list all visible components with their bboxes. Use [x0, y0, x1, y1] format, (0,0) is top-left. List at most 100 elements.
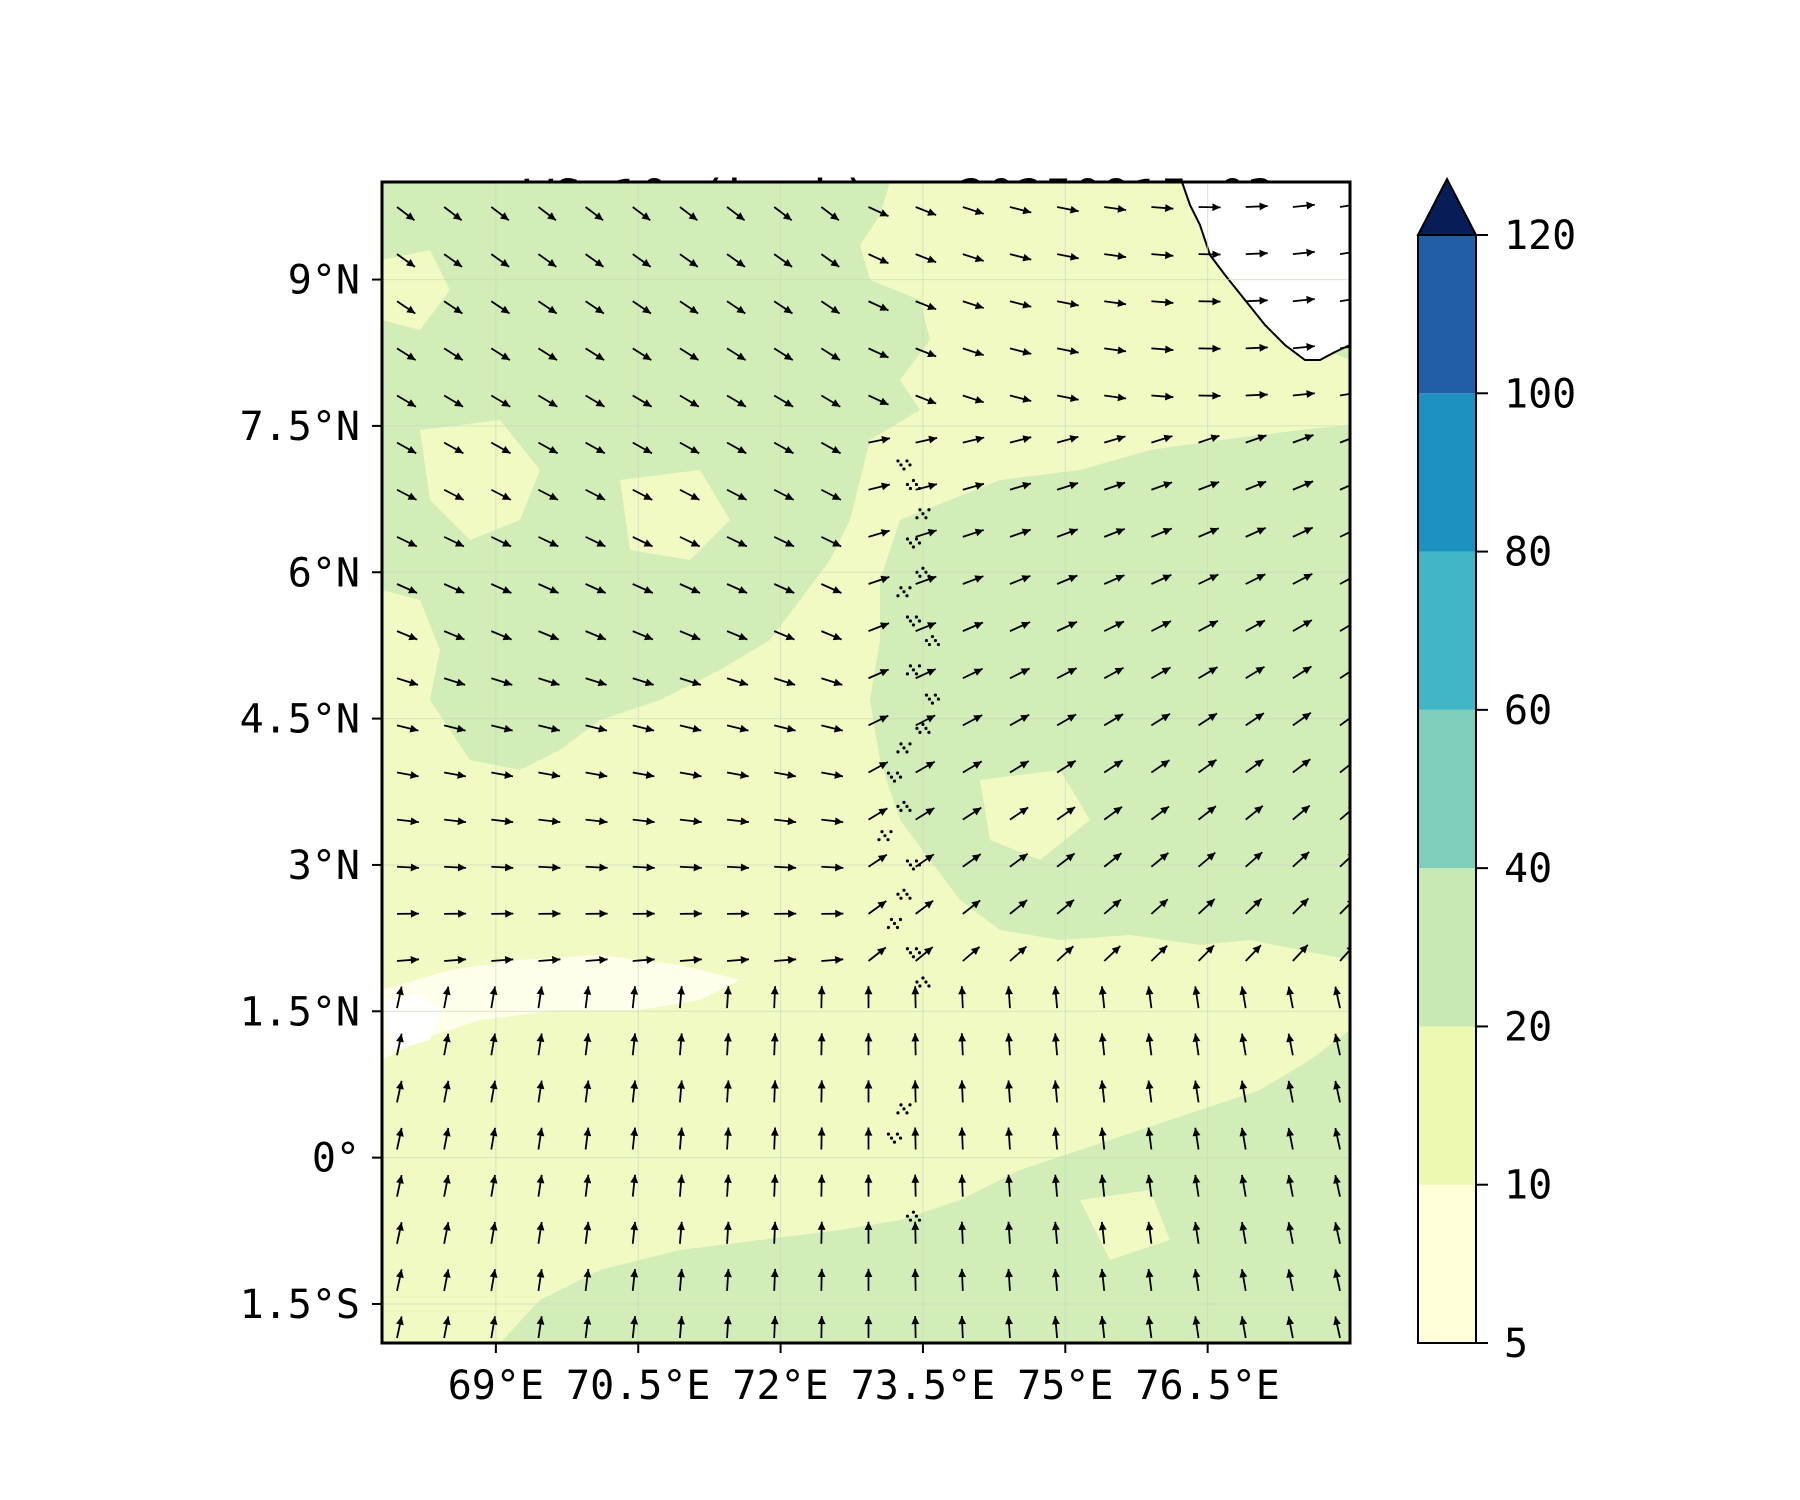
- wind-arrow-head: [735, 212, 745, 221]
- latitude-ticks: 9°N 7.5°N 6°N 4.5°N 3°N 1.5°N 0° 1.5°S: [240, 258, 382, 1328]
- wind-arrow-head: [677, 1268, 685, 1278]
- wind-arrow-head: [1005, 986, 1013, 995]
- island-dot: [902, 467, 906, 471]
- wind-arrow-head: [643, 492, 653, 500]
- wind-arrow-head: [787, 863, 797, 872]
- wind-arrow-head: [1306, 343, 1315, 351]
- wind-arrow-head: [1098, 1127, 1107, 1137]
- wind-arrow-head: [770, 986, 779, 995]
- wind-arrow-head: [1259, 249, 1268, 258]
- wind-arrow-head: [457, 909, 467, 918]
- wind-arrow-head: [501, 445, 511, 454]
- wind-arrow-head: [1161, 713, 1171, 722]
- wind-arrow-head: [1212, 250, 1221, 259]
- wind-arrow-head: [831, 352, 840, 361]
- island-dot: [908, 1218, 913, 1222]
- wind-arrow-head: [455, 632, 465, 641]
- wind-arrow-head: [583, 986, 592, 995]
- island-dot: [902, 888, 906, 892]
- colorbar-tick-label: 5: [1504, 1321, 1528, 1367]
- wind-arrow-head: [1333, 1128, 1341, 1137]
- wind-arrow-head: [1145, 1127, 1154, 1137]
- wind-arrow-head: [594, 305, 604, 314]
- wind-arrow-head: [1069, 300, 1079, 308]
- wind-arrow-head: [1161, 667, 1171, 675]
- wind-arrow-head: [1192, 1080, 1201, 1090]
- wind-arrow-head: [788, 909, 797, 918]
- wind-arrow-head: [1301, 805, 1310, 814]
- colorbar: [1416, 176, 1478, 1344]
- island-dot: [908, 1103, 912, 1107]
- wind-arrow-head: [442, 1316, 451, 1326]
- island-dot: [905, 615, 910, 619]
- wind-arrow-head: [879, 669, 889, 677]
- wind-arrow-head: [454, 399, 464, 407]
- wind-arrow-head: [489, 1127, 498, 1137]
- wind-arrow-head: [973, 715, 983, 723]
- wind-arrow-head: [877, 900, 887, 909]
- wind-arrow-head: [1164, 298, 1174, 307]
- island-dot: [921, 566, 925, 570]
- wind-arrow-head: [598, 771, 608, 779]
- wind-arrow-head: [958, 1127, 967, 1136]
- wind-arrow-head: [405, 212, 415, 221]
- island-dot: [921, 512, 925, 516]
- island-dot: [908, 951, 913, 955]
- wind-arrow-head: [1020, 668, 1030, 676]
- wind-arrow-head: [1114, 714, 1124, 722]
- wind-arrow-head: [1257, 434, 1267, 442]
- wind-arrow-head: [724, 1080, 732, 1089]
- wind-arrow-head: [817, 1221, 826, 1230]
- wind-arrow-head: [738, 586, 748, 594]
- wind-arrow-head: [1005, 1080, 1013, 1089]
- wind-arrow-head: [1005, 1268, 1013, 1278]
- wind-arrow-head: [770, 1080, 779, 1089]
- wind-arrow-head: [1005, 1221, 1013, 1231]
- island-dot: [911, 668, 916, 672]
- wind-arrow-head: [503, 724, 513, 733]
- wind-arrow-head: [453, 352, 463, 361]
- wind-arrow-head: [925, 807, 935, 816]
- island-dot: [924, 726, 928, 730]
- wind-arrow-head: [677, 1080, 685, 1089]
- wind-arrow-head: [1159, 852, 1169, 861]
- wind-arrow-head: [1301, 759, 1311, 768]
- wind-arrow-head: [536, 1080, 545, 1090]
- wind-arrow-head: [1306, 201, 1315, 210]
- lat-tick-label: 6°N: [288, 550, 360, 596]
- island-dot: [892, 779, 897, 783]
- wind-arrow-head: [1303, 573, 1313, 582]
- wind-arrow-head: [643, 539, 653, 547]
- wind-arrow-head: [1164, 345, 1174, 354]
- wind-arrow-head: [406, 305, 416, 314]
- wind-arrow-head: [974, 575, 984, 583]
- wind-arrow-shaft: [1339, 345, 1350, 350]
- wind-arrow-head: [784, 399, 794, 407]
- island-dot: [889, 830, 893, 834]
- wind-arrow-head: [644, 678, 654, 687]
- island-dot: [914, 947, 919, 951]
- wind-arrow-head: [536, 1269, 545, 1278]
- wind-arrow-head: [409, 724, 419, 733]
- island-dot: [915, 516, 919, 520]
- wind-arrow-head: [737, 492, 747, 500]
- island-dot: [924, 638, 929, 643]
- wind-arrow-head: [1256, 527, 1266, 535]
- wind-arrow-head: [1209, 574, 1219, 582]
- wind-arrow-head: [740, 956, 749, 964]
- island-dot: [921, 976, 925, 980]
- shade-band-south: [500, 1030, 1350, 1343]
- wind-arrow-head: [1162, 527, 1172, 536]
- wind-arrow-head: [489, 1174, 498, 1184]
- wind-arrow-head: [724, 1268, 732, 1278]
- wind-arrow-head: [770, 1174, 779, 1183]
- wind-arrow-head: [1069, 252, 1079, 261]
- wind-arrow-head: [548, 492, 558, 500]
- island-dot: [877, 838, 881, 842]
- wind-arrow-head: [1212, 297, 1221, 306]
- wind-arrow-head: [783, 305, 793, 314]
- wind-arrow-head: [536, 1174, 545, 1184]
- island-dot: [880, 830, 884, 834]
- wind-arrow-head: [689, 399, 699, 407]
- wind-arrow-head: [958, 986, 967, 995]
